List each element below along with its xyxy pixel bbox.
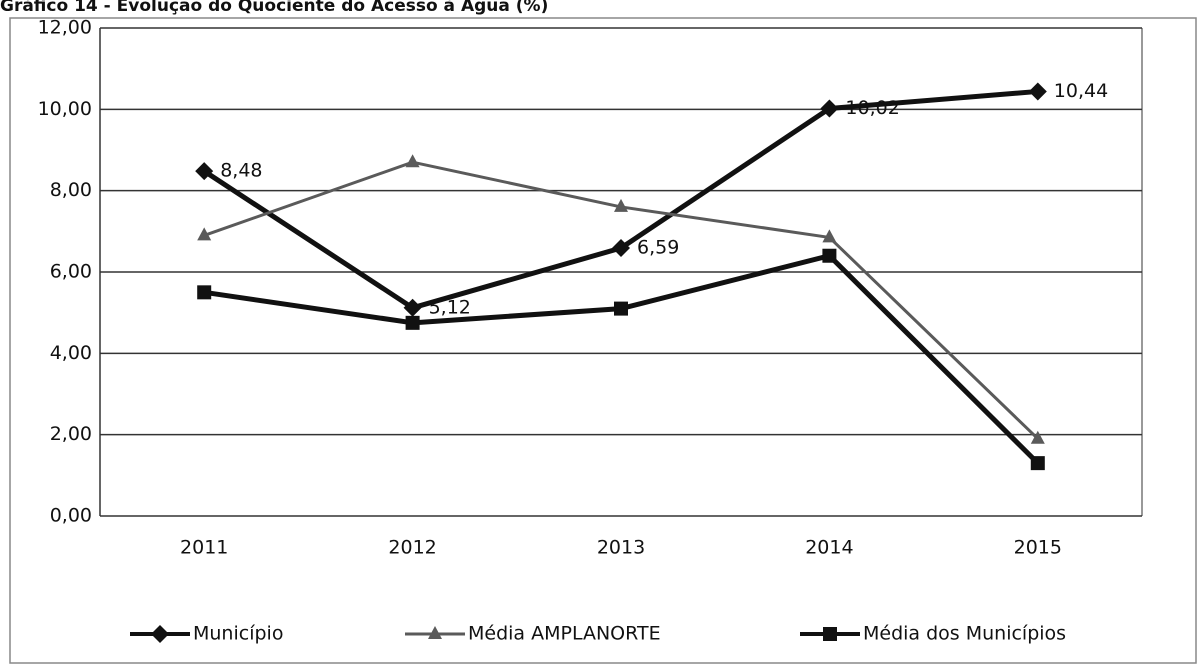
x-tick-label: 2014 bbox=[805, 537, 853, 559]
data-label: 5,12 bbox=[429, 296, 471, 318]
y-tick-label: 12,00 bbox=[38, 17, 92, 39]
marker bbox=[614, 198, 628, 212]
marker bbox=[820, 99, 839, 118]
x-tick-label: 2015 bbox=[1014, 537, 1062, 559]
marker bbox=[1028, 82, 1047, 101]
marker bbox=[614, 301, 628, 316]
marker bbox=[823, 627, 837, 641]
data-label: 6,59 bbox=[637, 237, 679, 259]
y-tick-label: 6,00 bbox=[50, 261, 92, 283]
y-tick-label: 2,00 bbox=[50, 423, 92, 445]
marker bbox=[151, 625, 169, 643]
data-label: 10,44 bbox=[1054, 80, 1108, 102]
legend-label: Média dos Municípios bbox=[863, 623, 1066, 645]
marker bbox=[403, 298, 422, 317]
marker bbox=[822, 229, 837, 243]
data-label: 8,48 bbox=[220, 160, 262, 182]
y-tick-label: 0,00 bbox=[50, 505, 92, 527]
marker bbox=[197, 285, 212, 300]
x-tick-label: 2012 bbox=[388, 537, 436, 559]
y-tick-label: 8,00 bbox=[50, 179, 92, 201]
marker bbox=[428, 626, 442, 639]
y-tick-label: 4,00 bbox=[50, 342, 92, 364]
data-label: 10,02 bbox=[845, 97, 899, 119]
chart-frame bbox=[9, 17, 1197, 664]
series-line bbox=[203, 253, 1040, 465]
x-tick-label: 2011 bbox=[180, 537, 228, 559]
x-tick-label: 2013 bbox=[597, 537, 645, 559]
marker bbox=[197, 227, 212, 241]
legend-label: Município bbox=[193, 623, 283, 645]
marker bbox=[195, 162, 214, 181]
marker bbox=[822, 248, 837, 263]
marker bbox=[405, 315, 420, 330]
marker bbox=[405, 154, 420, 168]
marker bbox=[1030, 456, 1045, 471]
chart-title: Gráfico 14 - Evolução do Quociente do Ac… bbox=[0, 0, 548, 16]
legend-label: Média AMPLANORTE bbox=[468, 623, 661, 645]
marker bbox=[1030, 430, 1045, 444]
marker bbox=[612, 239, 630, 258]
y-tick-label: 10,00 bbox=[38, 98, 92, 120]
